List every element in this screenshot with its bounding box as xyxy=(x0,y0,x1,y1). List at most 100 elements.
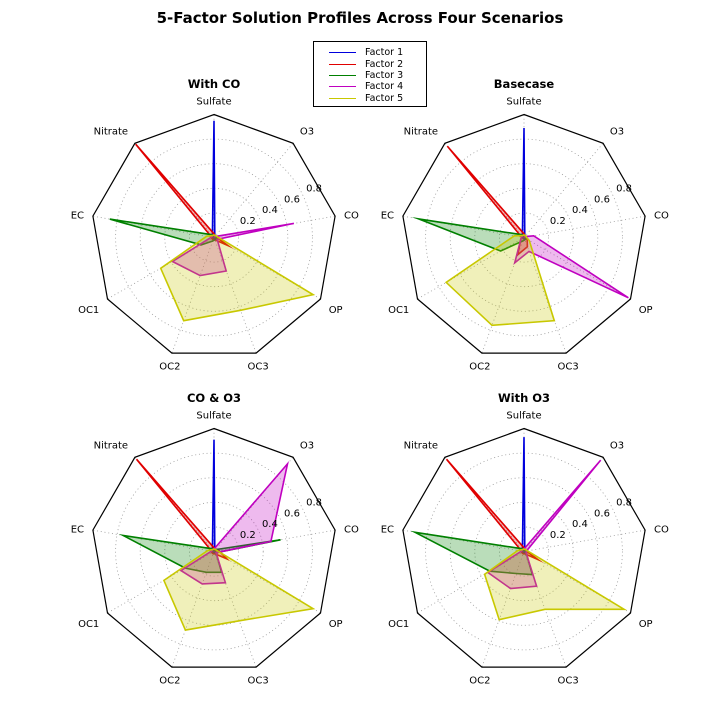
axis-frame xyxy=(92,427,336,668)
series-factor-5 xyxy=(444,234,556,327)
grid-spoke xyxy=(417,237,525,300)
radar-with-co: 0.2 0.4 0.6 0.8 Sulfate O3 CO OP OC3 OC2 OC1 EC Nitr… xyxy=(71,77,359,373)
legend-line-sample xyxy=(329,86,356,88)
legend-label: Factor 3 xyxy=(365,69,404,81)
chart-title-co-o3: CO & O3 xyxy=(187,391,241,405)
radial-tick-label: 0.2 xyxy=(240,530,256,541)
grid-ring xyxy=(474,501,574,602)
chart-title-basecase: Basecase xyxy=(494,77,555,91)
grid-spoke xyxy=(523,551,631,614)
grid-ring xyxy=(474,187,574,288)
axis-label-oc3: OC3 xyxy=(247,362,268,373)
radial-tick-label: 0.8 xyxy=(306,498,322,509)
radial-tick-label: 0.8 xyxy=(616,498,632,509)
series-factor-3 xyxy=(410,530,534,576)
axis-label-op: OP xyxy=(329,619,343,630)
grid-spoke xyxy=(523,237,567,354)
legend-item-factor-4: Factor 4 xyxy=(314,81,426,92)
grid-ring xyxy=(188,526,239,577)
axis-label-o3: O3 xyxy=(610,441,624,452)
legend: Factor 1 Factor 2 Factor 3 Factor 4 Factor 5 xyxy=(313,41,427,107)
grid-ring xyxy=(188,212,239,263)
axis-label-nitrate: Nitrate xyxy=(404,127,439,138)
radial-tick-label: 0.4 xyxy=(262,205,278,216)
grid-spoke xyxy=(213,237,257,354)
axis-label-sulfate: Sulfate xyxy=(196,411,231,422)
legend-item-factor-3: Factor 3 xyxy=(314,70,426,81)
axis-label-oc3: OC3 xyxy=(557,676,578,687)
axis-label-nitrate: Nitrate xyxy=(94,127,129,138)
axis-label-op: OP xyxy=(639,619,653,630)
axis-label-nitrate: Nitrate xyxy=(94,441,129,452)
grid-ring xyxy=(449,477,599,626)
series-factor-1 xyxy=(521,127,527,240)
series-factor-1 xyxy=(211,120,217,240)
axis-label-co: CO xyxy=(344,211,359,222)
legend-item-factor-1: Factor 1 xyxy=(314,47,426,58)
radial-tick-label: 0.2 xyxy=(550,530,566,541)
grid-ring xyxy=(115,138,313,337)
grid-spoke xyxy=(523,529,646,552)
chart-title-with-co: With CO xyxy=(188,77,241,91)
grid-spoke xyxy=(107,551,215,614)
grid-spoke xyxy=(523,237,631,300)
legend-label: Factor 1 xyxy=(365,47,404,59)
grid-spoke xyxy=(481,237,525,354)
axis-label-o3: O3 xyxy=(300,441,314,452)
legend-line-sample xyxy=(329,74,356,76)
grid-ring xyxy=(139,163,289,312)
radar-co-o3: 0.2 0.4 0.6 0.8 Sulfate O3 CO OP OC3 OC2 OC1 EC Nitr… xyxy=(71,391,359,687)
axis-label-op: OP xyxy=(639,305,653,316)
axis-frame xyxy=(402,427,646,668)
axis-label-nitrate: Nitrate xyxy=(404,441,439,452)
radial-tick-label: 0.6 xyxy=(284,194,300,205)
axis-label-ec: EC xyxy=(381,211,394,222)
radial-tick-label: 0.4 xyxy=(572,205,588,216)
grid-ring xyxy=(449,163,599,312)
axis-label-co: CO xyxy=(654,211,669,222)
axis-label-oc3: OC3 xyxy=(247,676,268,687)
series-factor-1 xyxy=(521,437,527,554)
grid-spoke xyxy=(444,457,525,552)
radial-tick-label: 0.8 xyxy=(616,184,632,195)
axis-label-oc2: OC2 xyxy=(469,362,490,373)
axis-label-oc3: OC3 xyxy=(557,362,578,373)
axis-label-ec: EC xyxy=(381,525,394,536)
grid-spoke xyxy=(402,215,525,238)
axis-label-oc1: OC1 xyxy=(78,305,99,316)
grid-spoke xyxy=(523,215,646,238)
axis-label-sulfate: Sulfate xyxy=(506,97,541,108)
grid-ring xyxy=(164,187,264,288)
grid-ring xyxy=(498,526,549,577)
axis-label-oc2: OC2 xyxy=(159,362,180,373)
axis-label-o3: O3 xyxy=(610,127,624,138)
radial-tick-label: 0.2 xyxy=(240,216,256,227)
radar-with-o3: 0.2 0.4 0.6 0.8 Sulfate O3 CO OP OC3 OC2 OC1 EC Nitr… xyxy=(381,391,669,687)
radial-tick-label: 0.2 xyxy=(550,216,566,227)
legend-line-sample xyxy=(329,97,356,99)
radial-tick-label: 0.8 xyxy=(306,184,322,195)
grid-spoke xyxy=(213,143,294,238)
grid-ring xyxy=(164,501,264,602)
axis-label-sulfate: Sulfate xyxy=(196,97,231,108)
grid-spoke xyxy=(213,551,321,614)
grid-ring xyxy=(115,452,313,651)
legend-line-sample xyxy=(329,63,356,65)
legend-line-sample xyxy=(329,52,356,54)
radial-tick-label: 0.6 xyxy=(594,508,610,519)
grid-spoke xyxy=(213,551,257,668)
series-factor-5 xyxy=(483,548,627,621)
radial-tick-label: 0.4 xyxy=(572,519,588,530)
axis-label-sulfate: Sulfate xyxy=(506,411,541,422)
axis-label-o3: O3 xyxy=(300,127,314,138)
grid-spoke xyxy=(402,529,525,552)
axis-frame xyxy=(92,113,336,354)
grid-ring xyxy=(425,138,623,337)
axis-label-op: OP xyxy=(329,305,343,316)
axis-label-oc2: OC2 xyxy=(159,676,180,687)
radial-tick-label: 0.6 xyxy=(284,508,300,519)
grid-spoke xyxy=(213,237,321,300)
axis-label-ec: EC xyxy=(71,211,84,222)
